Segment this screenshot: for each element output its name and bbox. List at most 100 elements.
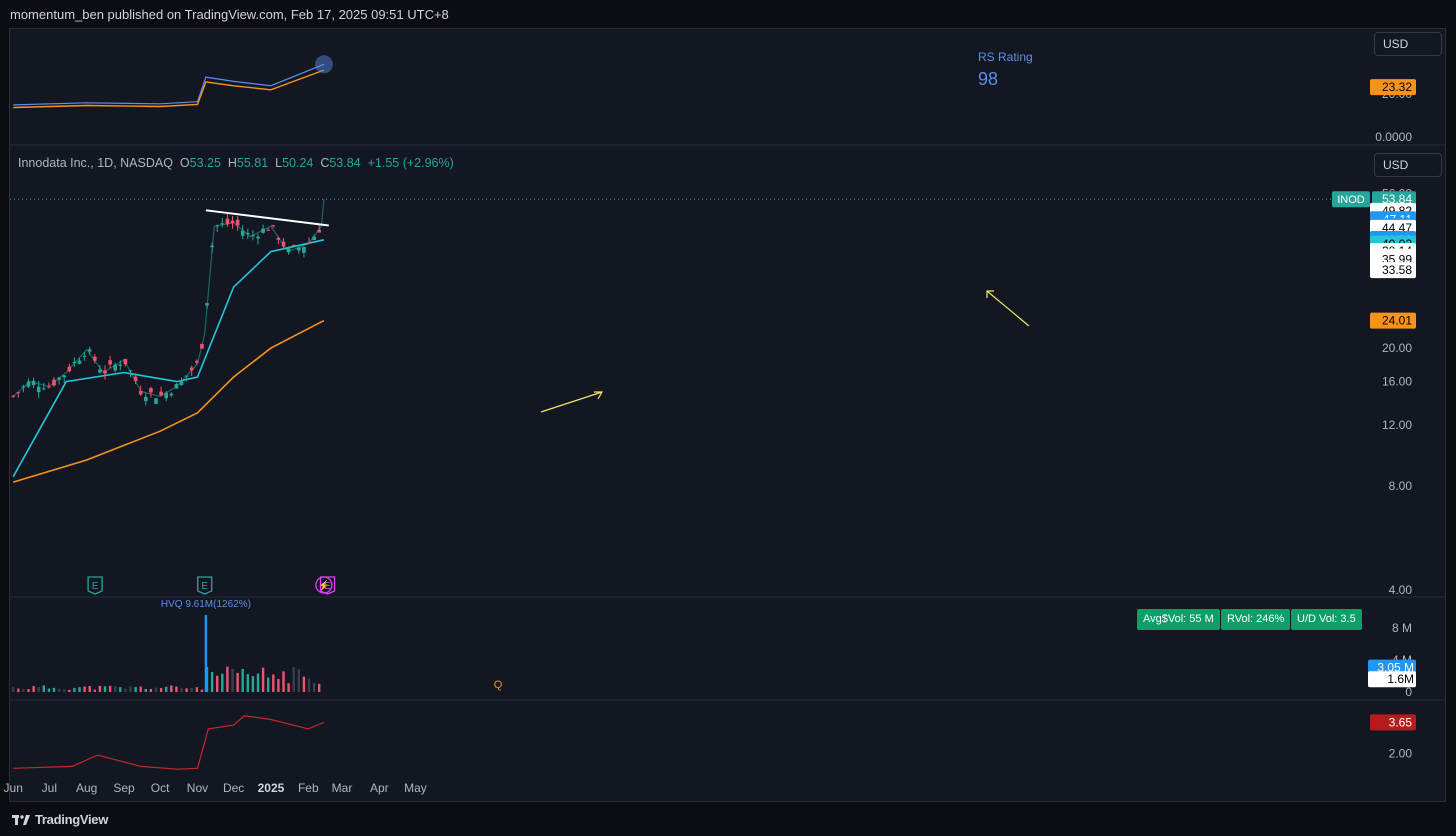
earnings-e-glyph: E [92, 581, 99, 592]
earnings-e-icon[interactable] [197, 576, 213, 595]
annotation-arrow-right[interactable] [986, 290, 1030, 327]
rs-line [13, 63, 325, 106]
volume-bar [88, 685, 91, 692]
volume-bar [27, 689, 30, 692]
earnings-e-glyph: E [324, 581, 331, 592]
earnings-e-icon[interactable] [87, 576, 103, 595]
price-axis-label: 8.00 [1389, 479, 1413, 493]
symbol-name: Innodata Inc., 1D, NASDAQ [18, 156, 173, 170]
volume-bar [12, 686, 15, 692]
tradingview-logo-text: TradingView [35, 812, 109, 827]
volume-bar [210, 672, 214, 692]
rs-rating-label: RS Rating [978, 50, 1033, 64]
close-value: 53.84 [329, 156, 361, 170]
rs-axis-label: 0.0000 [1375, 130, 1412, 144]
candle-body [251, 235, 255, 237]
volume-bar [241, 669, 244, 692]
volume-bar [261, 667, 265, 692]
volume-bar [114, 686, 117, 692]
volume-bar [103, 686, 107, 692]
candle-body [87, 349, 92, 352]
volume-bar [154, 687, 158, 692]
candle-body [154, 398, 158, 404]
annotation-arrow-left[interactable] [540, 391, 603, 413]
volume-bar [108, 685, 112, 692]
candle-body [113, 364, 118, 371]
time-axis-label: Oct [151, 781, 170, 795]
rs-price-tag-bg [1370, 79, 1416, 96]
rs-new-high-dot [314, 55, 333, 74]
time-axis-label: Jul [42, 781, 57, 795]
candle-body [286, 248, 291, 253]
volume-bar [318, 683, 321, 692]
volume-bar [297, 669, 301, 692]
candle-body [149, 388, 153, 393]
time-axis-label: Mar [332, 781, 353, 795]
change-value: +1.55 (+2.96%) [367, 156, 454, 170]
volume-bar [175, 686, 178, 692]
up-down-volume-badge: U/D Vol: 3.5 [1291, 609, 1362, 630]
tradingview-logo[interactable]: TradingView [12, 812, 108, 827]
volume-bar [139, 686, 142, 692]
currency-button-rs-pane[interactable]: USD [1374, 32, 1442, 56]
candle-body [266, 229, 271, 231]
candle-body [307, 242, 311, 244]
volume-bar [282, 671, 285, 692]
volume-bar [267, 677, 270, 692]
time-axis-label: Feb [298, 781, 319, 795]
volume-bar [226, 666, 229, 692]
chart-frame[interactable] [9, 28, 1446, 802]
candle-body [118, 364, 123, 366]
q-marker: Q [494, 679, 503, 691]
last-price-tag: 53.84 [1382, 192, 1412, 206]
candle-body [169, 393, 174, 396]
candle-body [72, 361, 77, 364]
volume-bar [307, 678, 311, 692]
candle-body [297, 247, 301, 251]
candle-body [164, 392, 169, 399]
volume-bar [68, 689, 71, 692]
time-axis-label: May [404, 781, 427, 795]
low-value: 50.24 [282, 156, 314, 170]
time-axis-label: Aug [76, 781, 97, 795]
candle-body [82, 355, 87, 357]
avg-dollar-volume-badge: Avg$Vol: 55 M [1137, 609, 1220, 630]
symbol-legend: Innodata Inc., 1D, NASDAQ O53.25 H55.81 … [18, 156, 454, 170]
volume-bar [78, 687, 81, 692]
volume-bar [180, 688, 183, 692]
time-axis-label: Dec [223, 781, 244, 795]
candle-body [77, 360, 82, 364]
volume-axis-label: 8 M [1392, 621, 1412, 635]
candle-body [93, 356, 97, 361]
candle-body [128, 370, 133, 372]
volume-bar [83, 686, 86, 692]
candle-body [42, 388, 46, 390]
symbol-price-tag: INOD [1337, 194, 1365, 206]
time-axis-label: Sep [113, 781, 135, 795]
volume-bar [277, 678, 280, 692]
candle-body [189, 367, 194, 371]
rs-moving-average-line [13, 69, 325, 109]
volume-bar [52, 687, 56, 692]
price-axis-label: 16.00 [1382, 375, 1412, 389]
price-axis-label: 20.00 [1382, 341, 1412, 355]
time-axis-label: Nov [187, 781, 208, 795]
candle-body [16, 392, 21, 394]
volume-bar [312, 682, 316, 692]
price-axis-label: 12.00 [1382, 418, 1412, 432]
volume-axis-label: 0 [1405, 685, 1412, 699]
earnings-e-icon[interactable] [319, 576, 336, 595]
hvq-label: HVQ 9.61M(1262%) [161, 599, 251, 610]
candle-body [98, 369, 102, 373]
price-tag: 33.58 [1382, 263, 1412, 277]
volume-price-tag-bg [1368, 671, 1416, 688]
time-axis-label: 2025 [258, 781, 285, 795]
resistance-trendline[interactable] [205, 209, 329, 227]
volume-bar-hvq [204, 615, 208, 692]
candle-body [215, 225, 220, 227]
earnings-e-glyph: E [201, 581, 208, 592]
currency-button-price-pane[interactable]: USD [1374, 153, 1442, 177]
candle-body [138, 390, 143, 395]
relative-volume-badge: RVol: 246% [1221, 609, 1291, 630]
